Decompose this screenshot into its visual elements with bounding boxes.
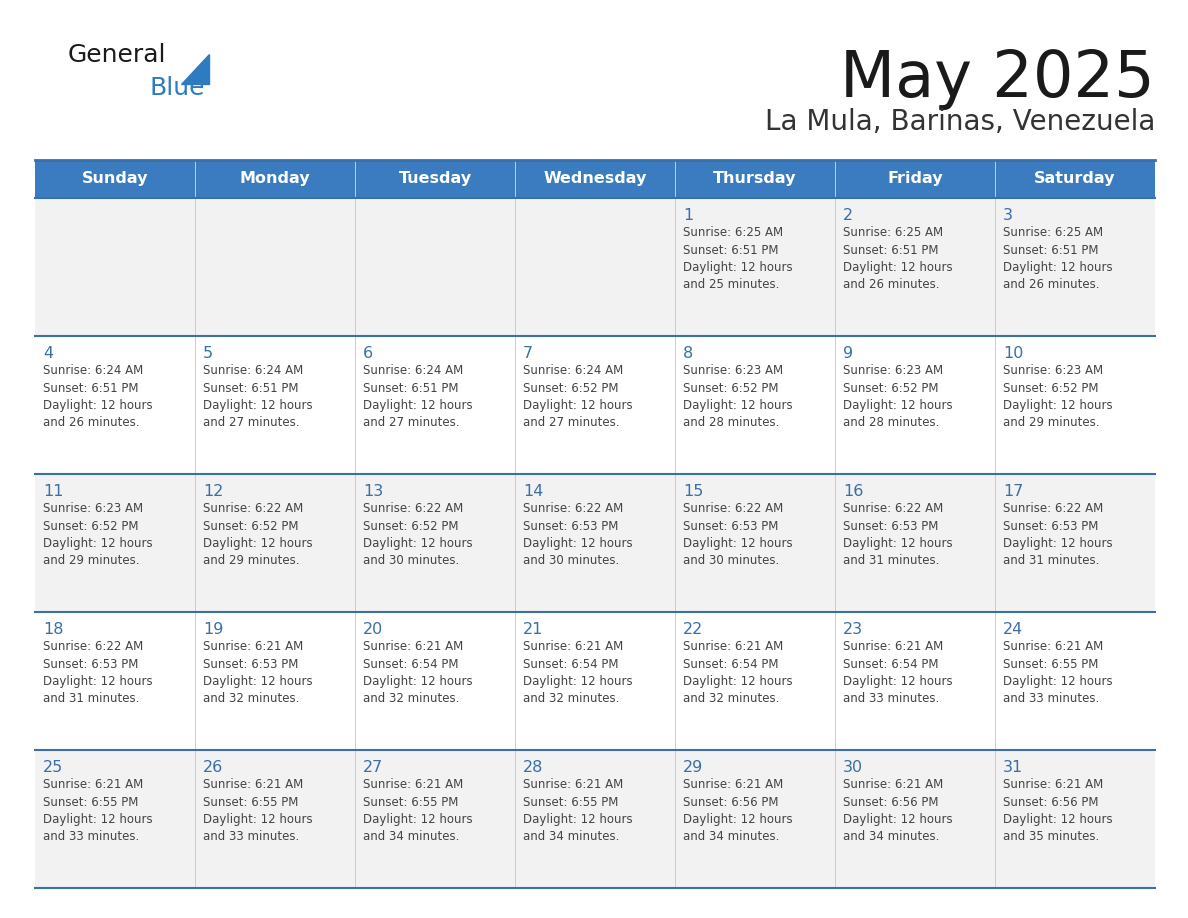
Bar [34,160,1155,198]
Text: 9: 9 [843,346,853,361]
Text: Sunrise: 6:21 AM
Sunset: 6:53 PM
Daylight: 12 hours
and 32 minutes.: Sunrise: 6:21 AM Sunset: 6:53 PM Dayligh… [203,640,312,706]
Text: 11: 11 [43,484,63,499]
Text: Sunrise: 6:22 AM
Sunset: 6:52 PM
Daylight: 12 hours
and 29 minutes.: Sunrise: 6:22 AM Sunset: 6:52 PM Dayligh… [203,502,312,567]
Text: Sunrise: 6:24 AM
Sunset: 6:51 PM
Daylight: 12 hours
and 27 minutes.: Sunrise: 6:24 AM Sunset: 6:51 PM Dayligh… [364,364,473,430]
Text: General: General [68,43,166,67]
Polygon shape [181,54,209,84]
Text: Sunrise: 6:21 AM
Sunset: 6:54 PM
Daylight: 12 hours
and 32 minutes.: Sunrise: 6:21 AM Sunset: 6:54 PM Dayligh… [683,640,792,706]
Text: 23: 23 [843,622,864,637]
Text: Sunrise: 6:25 AM
Sunset: 6:51 PM
Daylight: 12 hours
and 25 minutes.: Sunrise: 6:25 AM Sunset: 6:51 PM Dayligh… [683,226,792,292]
Text: Sunrise: 6:24 AM
Sunset: 6:51 PM
Daylight: 12 hours
and 27 minutes.: Sunrise: 6:24 AM Sunset: 6:51 PM Dayligh… [203,364,312,430]
Text: 16: 16 [843,484,864,499]
Text: 15: 15 [683,484,703,499]
Text: 7: 7 [523,346,533,361]
Text: Sunrise: 6:24 AM
Sunset: 6:51 PM
Daylight: 12 hours
and 26 minutes.: Sunrise: 6:24 AM Sunset: 6:51 PM Dayligh… [43,364,152,430]
Text: Saturday: Saturday [1035,172,1116,186]
Text: Sunrise: 6:24 AM
Sunset: 6:52 PM
Daylight: 12 hours
and 27 minutes.: Sunrise: 6:24 AM Sunset: 6:52 PM Dayligh… [523,364,633,430]
Bar [34,750,1155,888]
Text: Wednesday: Wednesday [543,172,646,186]
Bar [34,336,1155,474]
Text: Sunrise: 6:21 AM
Sunset: 6:54 PM
Daylight: 12 hours
and 33 minutes.: Sunrise: 6:21 AM Sunset: 6:54 PM Dayligh… [843,640,953,706]
Text: 4: 4 [43,346,53,361]
Text: 1: 1 [683,208,694,223]
Text: Monday: Monday [240,172,310,186]
Bar [34,612,1155,750]
Text: Sunrise: 6:25 AM
Sunset: 6:51 PM
Daylight: 12 hours
and 26 minutes.: Sunrise: 6:25 AM Sunset: 6:51 PM Dayligh… [843,226,953,292]
Text: Sunrise: 6:22 AM
Sunset: 6:53 PM
Daylight: 12 hours
and 31 minutes.: Sunrise: 6:22 AM Sunset: 6:53 PM Dayligh… [1003,502,1113,567]
Bar [34,198,1155,336]
Text: Sunrise: 6:22 AM
Sunset: 6:53 PM
Daylight: 12 hours
and 31 minutes.: Sunrise: 6:22 AM Sunset: 6:53 PM Dayligh… [843,502,953,567]
Text: Sunrise: 6:23 AM
Sunset: 6:52 PM
Daylight: 12 hours
and 28 minutes.: Sunrise: 6:23 AM Sunset: 6:52 PM Dayligh… [843,364,953,430]
Text: Sunrise: 6:21 AM
Sunset: 6:56 PM
Daylight: 12 hours
and 34 minutes.: Sunrise: 6:21 AM Sunset: 6:56 PM Dayligh… [683,778,792,844]
Text: 18: 18 [43,622,63,637]
Text: May 2025: May 2025 [840,48,1155,110]
Text: Sunrise: 6:22 AM
Sunset: 6:53 PM
Daylight: 12 hours
and 30 minutes.: Sunrise: 6:22 AM Sunset: 6:53 PM Dayligh… [523,502,633,567]
Text: Sunrise: 6:21 AM
Sunset: 6:56 PM
Daylight: 12 hours
and 35 minutes.: Sunrise: 6:21 AM Sunset: 6:56 PM Dayligh… [1003,778,1113,844]
Text: Sunrise: 6:23 AM
Sunset: 6:52 PM
Daylight: 12 hours
and 28 minutes.: Sunrise: 6:23 AM Sunset: 6:52 PM Dayligh… [683,364,792,430]
Text: Sunrise: 6:25 AM
Sunset: 6:51 PM
Daylight: 12 hours
and 26 minutes.: Sunrise: 6:25 AM Sunset: 6:51 PM Dayligh… [1003,226,1113,292]
Text: 19: 19 [203,622,223,637]
Text: Sunrise: 6:22 AM
Sunset: 6:53 PM
Daylight: 12 hours
and 30 minutes.: Sunrise: 6:22 AM Sunset: 6:53 PM Dayligh… [683,502,792,567]
Text: 8: 8 [683,346,694,361]
Text: 28: 28 [523,760,543,775]
Text: Friday: Friday [887,172,943,186]
Text: 21: 21 [523,622,543,637]
Text: 6: 6 [364,346,373,361]
Text: Sunrise: 6:21 AM
Sunset: 6:55 PM
Daylight: 12 hours
and 34 minutes.: Sunrise: 6:21 AM Sunset: 6:55 PM Dayligh… [364,778,473,844]
Text: 29: 29 [683,760,703,775]
Text: 5: 5 [203,346,213,361]
Text: Thursday: Thursday [713,172,797,186]
Text: Sunrise: 6:21 AM
Sunset: 6:55 PM
Daylight: 12 hours
and 34 minutes.: Sunrise: 6:21 AM Sunset: 6:55 PM Dayligh… [523,778,633,844]
Text: 14: 14 [523,484,543,499]
Text: Blue: Blue [150,76,206,100]
Text: 10: 10 [1003,346,1023,361]
Text: 2: 2 [843,208,853,223]
Text: 20: 20 [364,622,384,637]
Text: 30: 30 [843,760,864,775]
Text: 17: 17 [1003,484,1023,499]
Text: La Mula, Barinas, Venezuela: La Mula, Barinas, Venezuela [765,108,1155,136]
Text: 31: 31 [1003,760,1023,775]
Text: Tuesday: Tuesday [398,172,472,186]
Text: Sunrise: 6:23 AM
Sunset: 6:52 PM
Daylight: 12 hours
and 29 minutes.: Sunrise: 6:23 AM Sunset: 6:52 PM Dayligh… [43,502,152,567]
Text: Sunrise: 6:22 AM
Sunset: 6:53 PM
Daylight: 12 hours
and 31 minutes.: Sunrise: 6:22 AM Sunset: 6:53 PM Dayligh… [43,640,152,706]
Bar [34,474,1155,612]
Text: Sunrise: 6:21 AM
Sunset: 6:55 PM
Daylight: 12 hours
and 33 minutes.: Sunrise: 6:21 AM Sunset: 6:55 PM Dayligh… [43,778,152,844]
Text: 27: 27 [364,760,384,775]
Text: 22: 22 [683,622,703,637]
Text: Sunrise: 6:21 AM
Sunset: 6:55 PM
Daylight: 12 hours
and 33 minutes.: Sunrise: 6:21 AM Sunset: 6:55 PM Dayligh… [1003,640,1113,706]
Text: Sunday: Sunday [82,172,148,186]
Text: Sunrise: 6:21 AM
Sunset: 6:56 PM
Daylight: 12 hours
and 34 minutes.: Sunrise: 6:21 AM Sunset: 6:56 PM Dayligh… [843,778,953,844]
Text: 25: 25 [43,760,63,775]
Text: 12: 12 [203,484,223,499]
Text: 24: 24 [1003,622,1023,637]
Text: Sunrise: 6:21 AM
Sunset: 6:54 PM
Daylight: 12 hours
and 32 minutes.: Sunrise: 6:21 AM Sunset: 6:54 PM Dayligh… [523,640,633,706]
Text: Sunrise: 6:23 AM
Sunset: 6:52 PM
Daylight: 12 hours
and 29 minutes.: Sunrise: 6:23 AM Sunset: 6:52 PM Dayligh… [1003,364,1113,430]
Text: Sunrise: 6:21 AM
Sunset: 6:54 PM
Daylight: 12 hours
and 32 minutes.: Sunrise: 6:21 AM Sunset: 6:54 PM Dayligh… [364,640,473,706]
Text: 26: 26 [203,760,223,775]
Text: 3: 3 [1003,208,1013,223]
Text: 13: 13 [364,484,384,499]
Text: Sunrise: 6:22 AM
Sunset: 6:52 PM
Daylight: 12 hours
and 30 minutes.: Sunrise: 6:22 AM Sunset: 6:52 PM Dayligh… [364,502,473,567]
Text: Sunrise: 6:21 AM
Sunset: 6:55 PM
Daylight: 12 hours
and 33 minutes.: Sunrise: 6:21 AM Sunset: 6:55 PM Dayligh… [203,778,312,844]
